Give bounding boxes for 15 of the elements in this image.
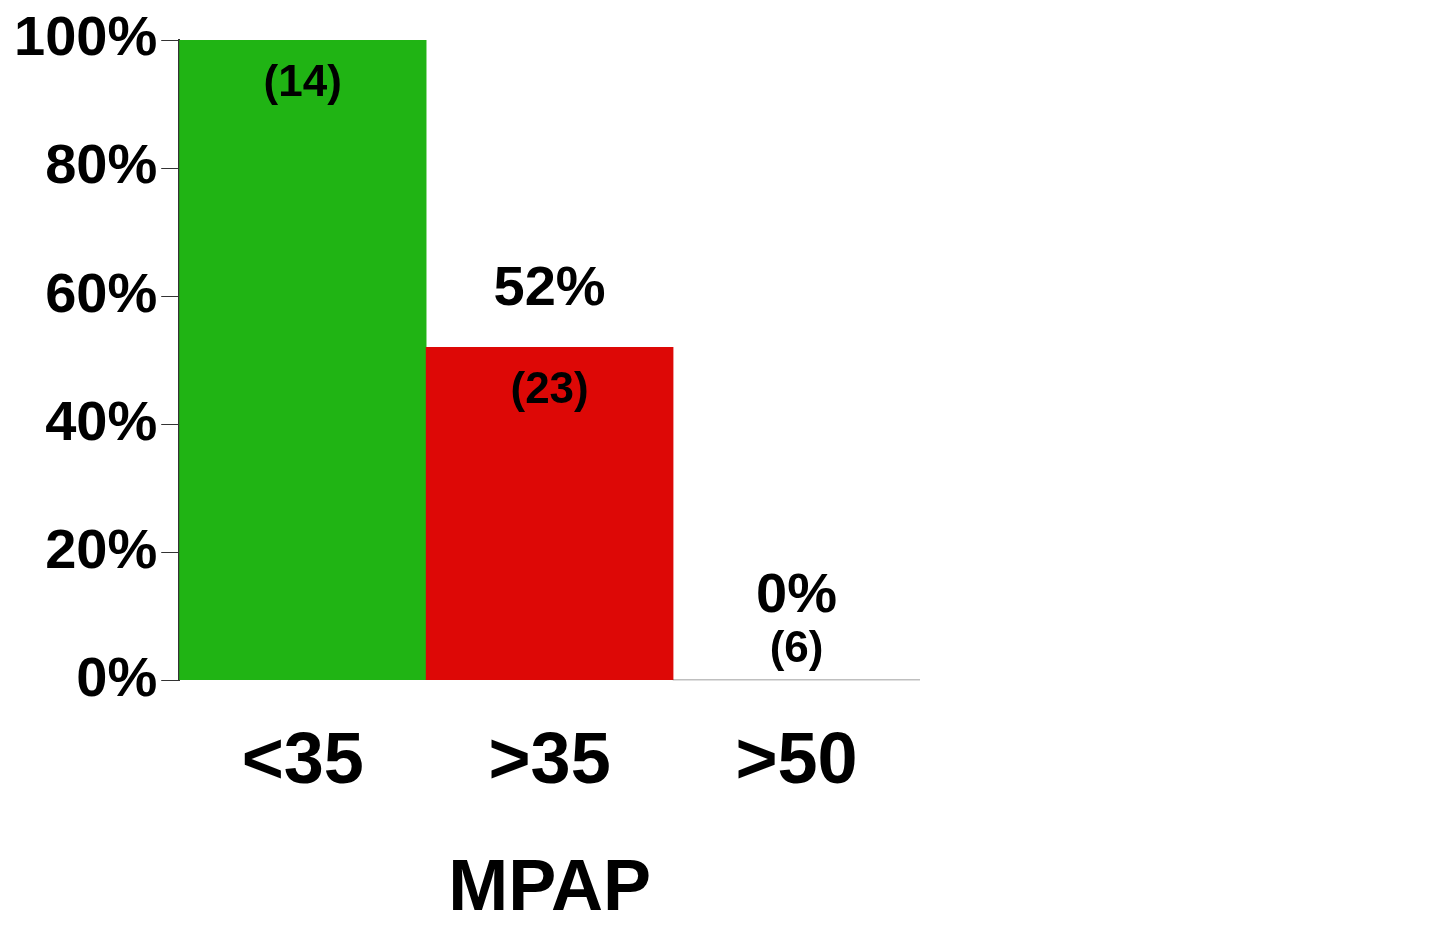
y-tick-label: 60%	[45, 260, 158, 324]
y-tick-label: 0%	[76, 644, 158, 708]
data-label: 52%	[493, 253, 606, 317]
annotation: (23)	[510, 363, 589, 413]
x-tick-label: >35	[488, 718, 611, 799]
y-tick-label: 20%	[45, 516, 158, 580]
annotation: (6)	[769, 622, 824, 672]
x-axis-title: MPAP	[448, 844, 651, 925]
y-tick-label: 80%	[45, 132, 158, 196]
annotation: (14)	[263, 56, 342, 106]
x-tick-label: >50	[735, 718, 858, 799]
y-tick-label: 100%	[13, 4, 158, 68]
y-tick-label: 40%	[45, 388, 158, 452]
x-tick-label: <35	[241, 718, 364, 799]
data-label: 0%	[756, 560, 838, 624]
